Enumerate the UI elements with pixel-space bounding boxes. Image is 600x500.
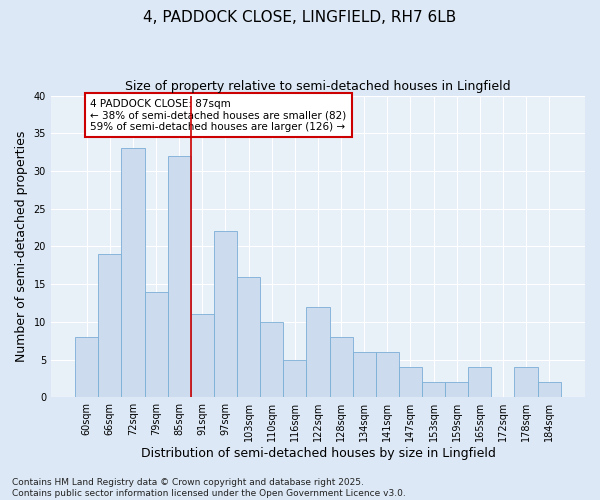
Text: 4, PADDOCK CLOSE, LINGFIELD, RH7 6LB: 4, PADDOCK CLOSE, LINGFIELD, RH7 6LB <box>143 10 457 25</box>
Bar <box>422 382 445 397</box>
Bar <box>121 148 145 397</box>
Bar <box>329 337 353 397</box>
Bar <box>283 360 307 397</box>
Bar <box>214 232 237 397</box>
Bar <box>237 276 260 397</box>
X-axis label: Distribution of semi-detached houses by size in Lingfield: Distribution of semi-detached houses by … <box>140 447 496 460</box>
Bar <box>191 314 214 397</box>
Bar <box>399 367 422 397</box>
Bar <box>145 292 167 397</box>
Title: Size of property relative to semi-detached houses in Lingfield: Size of property relative to semi-detach… <box>125 80 511 93</box>
Bar <box>376 352 399 397</box>
Bar <box>445 382 468 397</box>
Bar <box>75 337 98 397</box>
Bar <box>307 306 329 397</box>
Y-axis label: Number of semi-detached properties: Number of semi-detached properties <box>15 130 28 362</box>
Bar <box>538 382 561 397</box>
Bar <box>514 367 538 397</box>
Text: 4 PADDOCK CLOSE: 87sqm
← 38% of semi-detached houses are smaller (82)
59% of sem: 4 PADDOCK CLOSE: 87sqm ← 38% of semi-det… <box>90 98 346 132</box>
Bar <box>468 367 491 397</box>
Bar <box>353 352 376 397</box>
Text: Contains HM Land Registry data © Crown copyright and database right 2025.
Contai: Contains HM Land Registry data © Crown c… <box>12 478 406 498</box>
Bar <box>98 254 121 397</box>
Bar <box>167 156 191 397</box>
Bar <box>260 322 283 397</box>
